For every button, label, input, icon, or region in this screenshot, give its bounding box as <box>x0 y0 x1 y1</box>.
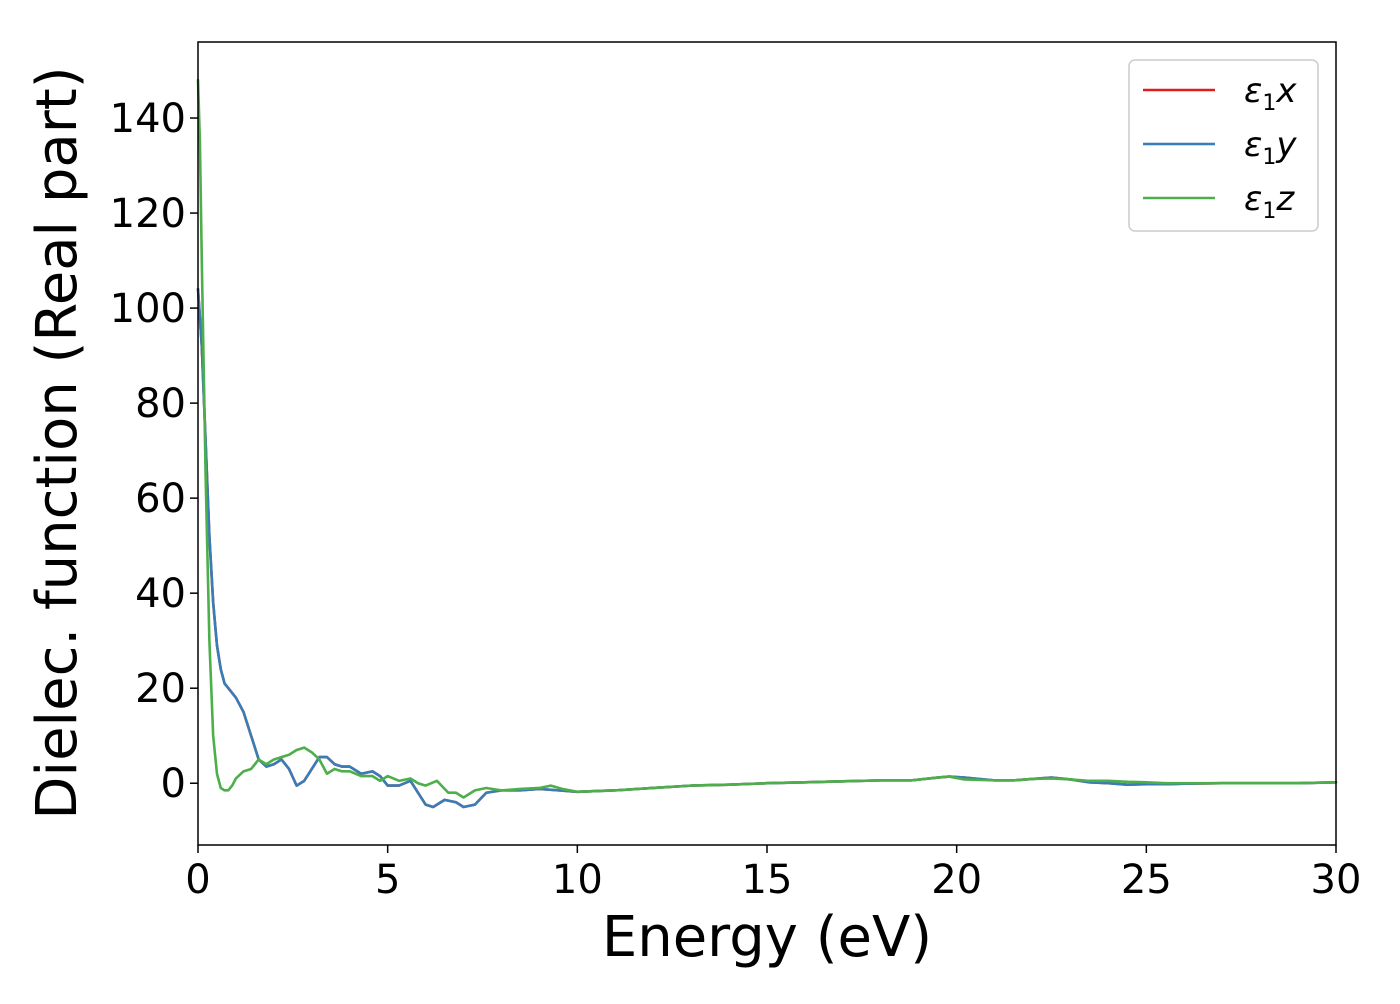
x-tick-label: 0 <box>185 857 210 903</box>
y-tick-label: 120 <box>110 191 186 237</box>
x-axis-ticks: 0 5 10 15 20 25 30 <box>185 845 1361 903</box>
legend-label: ε1y <box>1244 125 1297 170</box>
y-tick-label: 40 <box>135 571 186 617</box>
y-tick-label: 80 <box>135 381 186 427</box>
y-axis-title: Dielec. function (Real part) <box>25 66 90 819</box>
y-tick-label: 0 <box>161 761 186 807</box>
legend-items: ε1x ε1y ε1z <box>1143 71 1297 224</box>
legend: ε1x ε1y ε1z <box>1128 59 1319 232</box>
x-tick-label: 15 <box>742 857 793 903</box>
x-tick-label: 20 <box>931 857 982 903</box>
y-tick-label: 60 <box>135 476 186 522</box>
series-line-0 <box>196 287 1338 809</box>
x-tick-label: 5 <box>375 857 400 903</box>
legend-label: ε1x <box>1244 71 1297 116</box>
y-tick-label: 20 <box>135 666 186 712</box>
legend-box <box>1128 59 1319 232</box>
x-axis-title: Energy (eV) <box>602 905 932 970</box>
x-tick-label: 25 <box>1121 857 1172 903</box>
y-axis-ticks: 0 20 40 60 80 100 120 140 <box>110 96 198 807</box>
series-line-1 <box>196 287 1338 809</box>
y-tick-label: 100 <box>110 286 186 332</box>
series-layer <box>196 78 1338 809</box>
x-tick-label: 30 <box>1311 857 1362 903</box>
legend-label: ε1z <box>1244 179 1295 224</box>
y-tick-label: 140 <box>110 96 186 142</box>
x-tick-label: 10 <box>552 857 603 903</box>
series-line-2 <box>196 78 1338 799</box>
